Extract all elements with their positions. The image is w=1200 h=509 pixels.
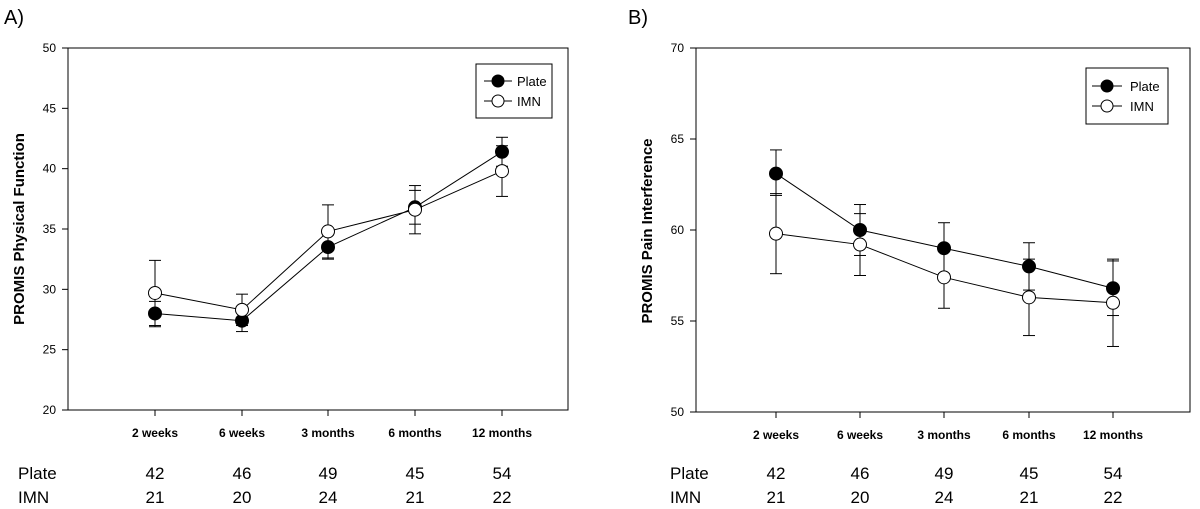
panel-b-x-tick-label: 6 weeks xyxy=(837,428,883,442)
panel-a-imn-point xyxy=(408,202,422,217)
panel-b-y-tick-label: 50 xyxy=(671,405,685,419)
panel-a-n-cell: 21 xyxy=(146,488,165,507)
panel-a-imn-point xyxy=(148,285,162,300)
panel-b-imn-point xyxy=(937,270,951,285)
panel-a-y-tick-label: 45 xyxy=(43,101,57,115)
panel-a-y-tick-label: 35 xyxy=(43,222,57,236)
panel-a-y-axis: 20 25 30 35 40 45 50 xyxy=(43,41,68,417)
panel-b-y-axis: 50 55 60 65 70 xyxy=(671,41,696,419)
panel-b-n-cell: 45 xyxy=(1020,464,1039,483)
panel-b-legend-imn-label: IMN xyxy=(1130,99,1154,114)
panel-a-n-row-label: Plate xyxy=(18,464,57,483)
panel-b-legend-imn-marker xyxy=(1100,99,1114,113)
panel-b-n-cell: 54 xyxy=(1104,464,1123,483)
panel-b-imn-point xyxy=(769,226,783,241)
panel-a-n-cell: 46 xyxy=(233,464,252,483)
panel-a-y-tick-label: 25 xyxy=(43,343,57,357)
panel-a-n-cell: 22 xyxy=(493,488,512,507)
panel-a-legend-imn-marker xyxy=(491,94,505,108)
panel-b-y-tick-label: 70 xyxy=(671,41,685,55)
panel-a-y-axis-title: PROMIS Physical Function xyxy=(11,133,28,325)
panel-b-n-cell: 42 xyxy=(767,464,786,483)
panel-b-n-cell: 46 xyxy=(851,464,870,483)
panel-a-imn-point xyxy=(495,164,509,179)
panel-a-n-row-label: IMN xyxy=(18,488,49,507)
panel-b-legend-plate-label: Plate xyxy=(1130,79,1160,94)
panel-b-n-row-label: Plate xyxy=(670,464,709,483)
panel-a-legend-plate-marker xyxy=(491,74,505,88)
panel-a-n-table: Plate 42 46 49 45 54 IMN 21 20 24 21 22 xyxy=(18,464,511,507)
panel-b-n-cell: 21 xyxy=(1020,488,1039,507)
panel-a-x-tick-label: 12 months xyxy=(472,426,532,440)
panel-a-imn-point xyxy=(321,224,335,239)
panel-a-plate-point xyxy=(321,240,335,255)
panel-a-x-tick-label: 3 months xyxy=(301,426,355,440)
panel-b-legend: Plate IMN xyxy=(1085,67,1169,125)
panel-b-plate-point xyxy=(1022,259,1036,274)
panel-b-imn-point xyxy=(1106,295,1120,310)
panel-b-x-tick-label: 2 weeks xyxy=(753,428,799,442)
panel-a-imn-point xyxy=(235,302,249,317)
panel-a-n-cell: 21 xyxy=(406,488,425,507)
panel-b-imn-point xyxy=(1022,290,1036,305)
panel-b-n-cell: 21 xyxy=(767,488,786,507)
panel-b-n-cell: 49 xyxy=(935,464,954,483)
panel-a-legend: Plate IMN xyxy=(475,63,553,119)
panel-b-n-cell: 24 xyxy=(935,488,954,507)
panel-a-n-cell: 49 xyxy=(319,464,338,483)
panel-b-n-row-label: IMN xyxy=(670,488,701,507)
panel-b-y-tick-label: 55 xyxy=(671,314,685,328)
panel-a-legend-plate-label: Plate xyxy=(517,74,547,89)
panel-a-y-tick-label: 30 xyxy=(43,282,57,296)
panel-a-n-cell: 42 xyxy=(146,464,165,483)
panel-a-plate-point xyxy=(495,144,509,159)
panel-a: A) 20 25 30 35 40 45 50 2 weeks 6 weeks 3 months… xyxy=(4,7,569,507)
panel-a-x-axis: 2 weeks 6 weeks 3 months 6 months 12 months xyxy=(132,410,532,440)
panel-b-y-tick-label: 60 xyxy=(671,223,685,237)
panel-b-n-cell: 22 xyxy=(1104,488,1123,507)
panel-b-n-table: Plate 42 46 49 45 54 IMN 21 20 24 21 22 xyxy=(670,464,1122,507)
panel-a-n-cell: 24 xyxy=(319,488,338,507)
panel-a-x-tick-label: 2 weeks xyxy=(132,426,178,440)
panel-a-series xyxy=(148,136,509,333)
panel-b-legend-box xyxy=(1085,67,1169,125)
panel-a-y-tick-label: 40 xyxy=(43,162,57,176)
panel-b-legend-plate-marker xyxy=(1100,79,1114,93)
panel-b-series xyxy=(769,149,1120,347)
panel-b-plate-point xyxy=(769,166,783,181)
panel-a-y-tick-label: 50 xyxy=(43,41,57,55)
panel-b-plate-point xyxy=(1106,281,1120,296)
panel-a-plate-point xyxy=(148,306,162,321)
panel-b-x-axis: 2 weeks 6 weeks 3 months 6 months 12 months xyxy=(753,412,1143,442)
panel-b-x-tick-label: 3 months xyxy=(917,428,971,442)
panel-b-y-axis-title: PROMIS Pain Interference xyxy=(639,138,656,323)
panel-a-n-cell: 45 xyxy=(406,464,425,483)
panel-b-imn-point xyxy=(853,237,867,252)
panel-a-legend-box xyxy=(475,63,553,119)
panel-a-x-tick-label: 6 weeks xyxy=(219,426,265,440)
panel-b-n-cell: 20 xyxy=(851,488,870,507)
panel-a-label: A) xyxy=(4,7,24,29)
panel-a-legend-imn-label: IMN xyxy=(517,94,541,109)
panel-b-plate-point xyxy=(853,223,867,237)
panel-a-n-cell: 54 xyxy=(493,464,512,483)
panel-a-n-cell: 20 xyxy=(233,488,252,507)
panel-b-y-tick-label: 65 xyxy=(671,132,685,146)
panel-a-x-tick-label: 6 months xyxy=(388,426,442,440)
panel-a-y-tick-label: 20 xyxy=(43,403,57,417)
panel-b: B) 50 55 60 65 70 2 weeks 6 weeks 3 months 6 mo… xyxy=(628,7,1191,507)
panel-b-plate-point xyxy=(937,241,951,256)
panel-b-x-tick-label: 6 months xyxy=(1002,428,1056,442)
panel-b-x-tick-label: 12 months xyxy=(1083,428,1143,442)
panel-b-label: B) xyxy=(628,7,648,29)
